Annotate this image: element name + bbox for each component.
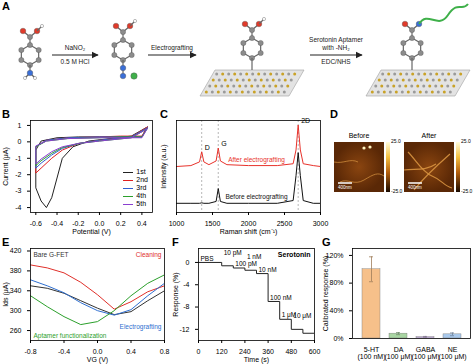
svg-text:120%: 120% [325, 251, 344, 259]
svg-text:NE(100 μM): NE(100 μM) [438, 346, 466, 361]
svg-text:-0.4: -0.4 [51, 220, 63, 227]
html-text:F: F [172, 236, 179, 248]
svg-text:10 pM: 10 pM [224, 249, 242, 257]
svg-text:-0.6: -0.6 [30, 220, 42, 227]
svg-text:25.0: 25.0 [461, 138, 471, 144]
svg-text:0.0: 0.0 [93, 348, 103, 355]
html-text:E: E [2, 236, 10, 248]
svg-text:Calibrated response (%): Calibrated response (%) [322, 256, 330, 331]
svg-text:0.2: 0.2 [116, 220, 126, 227]
svg-text:0.8: 0.8 [160, 348, 170, 355]
svg-text:Aptamer functionalization: Aptamer functionalization [34, 332, 107, 340]
svg-text:-1: -1 [15, 155, 21, 162]
svg-text:After: After [422, 132, 437, 139]
html-text:1st: 1st [136, 168, 146, 175]
html-text:2nd: 2nd [136, 176, 148, 183]
svg-text:with -NH₂: with -NH₂ [321, 44, 350, 51]
svg-text:-0.4: -0.4 [58, 348, 70, 355]
svg-text:1 nM: 1 nM [247, 253, 261, 260]
html-text:C: C [160, 108, 168, 120]
svg-text:Intensity (a.u.): Intensity (a.u.) [160, 144, 168, 188]
svg-text:1 μM: 1 μM [281, 311, 297, 319]
svg-text:Potential (V): Potential (V) [72, 228, 111, 236]
svg-text:0.4: 0.4 [126, 348, 136, 355]
svg-text:480: 480 [285, 348, 297, 355]
svg-text:-8: -8 [183, 303, 189, 310]
svg-text:-2: -2 [15, 171, 21, 178]
svg-text:2000: 2000 [241, 220, 257, 227]
html-text:A: A [2, 0, 10, 12]
svg-text:G: G [221, 140, 226, 147]
svg-text:Time (s): Time (s) [244, 356, 269, 364]
svg-text:100 nM: 100 nM [270, 294, 292, 301]
svg-text:600: 600 [309, 348, 321, 355]
svg-text:420: 420 [10, 247, 22, 254]
svg-text:80%: 80% [329, 279, 343, 286]
svg-text:240: 240 [239, 348, 251, 355]
svg-text:Raman shift (cm⁻¹): Raman shift (cm⁻¹) [220, 228, 278, 236]
svg-text:10 nM: 10 nM [259, 266, 277, 273]
svg-text:-12: -12 [179, 326, 189, 333]
html-text:B: B [2, 108, 10, 120]
svg-text:Electrografting: Electrografting [120, 323, 162, 331]
svg-text:0: 0 [18, 138, 22, 145]
svg-text:400nm: 400nm [408, 185, 422, 190]
svg-text:-0.8: -0.8 [24, 348, 36, 355]
html-text:G: G [322, 236, 331, 248]
svg-text:NaNO₂: NaNO₂ [65, 44, 86, 51]
svg-text:3000: 3000 [313, 220, 329, 227]
svg-text:Before electrografting: Before electrografting [225, 193, 288, 201]
svg-text:-4: -4 [15, 204, 21, 211]
html-text:3rd: 3rd [136, 184, 147, 191]
svg-text:1: 1 [18, 122, 22, 129]
svg-text:After electrografting: After electrografting [228, 156, 285, 164]
svg-text:Serotonin: Serotonin [278, 251, 311, 258]
svg-text:300: 300 [10, 307, 22, 314]
svg-text:0: 0 [186, 259, 190, 266]
svg-text:120: 120 [216, 348, 228, 355]
svg-text:2D: 2D [301, 117, 310, 124]
svg-text:260: 260 [10, 327, 22, 334]
svg-text:1000: 1000 [169, 220, 185, 227]
svg-text:Cleaning: Cleaning [136, 251, 162, 259]
svg-text:0.0: 0.0 [95, 220, 105, 227]
svg-text:Electrografting: Electrografting [151, 44, 193, 52]
html-text:D: D [330, 108, 338, 120]
svg-text:10 μM: 10 μM [293, 312, 311, 320]
html-text:4th: 4th [136, 192, 146, 199]
svg-text:Ids (μA): Ids (μA) [2, 282, 10, 307]
svg-text:DA(100 μM): DA(100 μM) [384, 346, 412, 361]
svg-text:400nm: 400nm [338, 185, 352, 190]
svg-text:-25.0: -25.0 [461, 188, 473, 194]
svg-text:VG (V): VG (V) [87, 356, 108, 364]
html-text:5th: 5th [136, 200, 146, 207]
svg-text:-3: -3 [15, 187, 21, 194]
svg-text:-4: -4 [183, 281, 189, 288]
svg-text:1500: 1500 [205, 220, 221, 227]
svg-text:-0.2: -0.2 [72, 220, 84, 227]
svg-text:360: 360 [262, 348, 274, 355]
svg-text:380: 380 [10, 267, 22, 274]
svg-text:2500: 2500 [277, 220, 293, 227]
svg-text:340: 340 [10, 287, 22, 294]
svg-text:GABA(100 μM): GABA(100 μM) [411, 346, 439, 361]
svg-text:-25.0: -25.0 [391, 188, 403, 194]
svg-text:EDC/NHS: EDC/NHS [321, 58, 351, 65]
svg-text:0%: 0% [333, 335, 343, 342]
svg-text:PBS: PBS [201, 255, 215, 262]
svg-text:Serotonin Aptamer: Serotonin Aptamer [309, 36, 364, 44]
svg-text:Current (μA): Current (μA) [2, 147, 10, 186]
svg-text:Before: Before [349, 132, 370, 139]
svg-text:Response (%): Response (%) [172, 272, 180, 316]
svg-text:40%: 40% [329, 307, 343, 314]
svg-text:25.0: 25.0 [391, 138, 401, 144]
svg-text:0.4: 0.4 [137, 220, 147, 227]
svg-text:D: D [205, 144, 210, 151]
svg-text:0: 0 [197, 348, 201, 355]
svg-text:Bare G-FET: Bare G-FET [34, 251, 69, 258]
svg-text:0.5 M HCl: 0.5 M HCl [61, 58, 90, 65]
svg-text:100 pM: 100 pM [235, 260, 257, 268]
svg-text:5-HT(100 nM): 5-HT(100 nM) [357, 346, 385, 361]
